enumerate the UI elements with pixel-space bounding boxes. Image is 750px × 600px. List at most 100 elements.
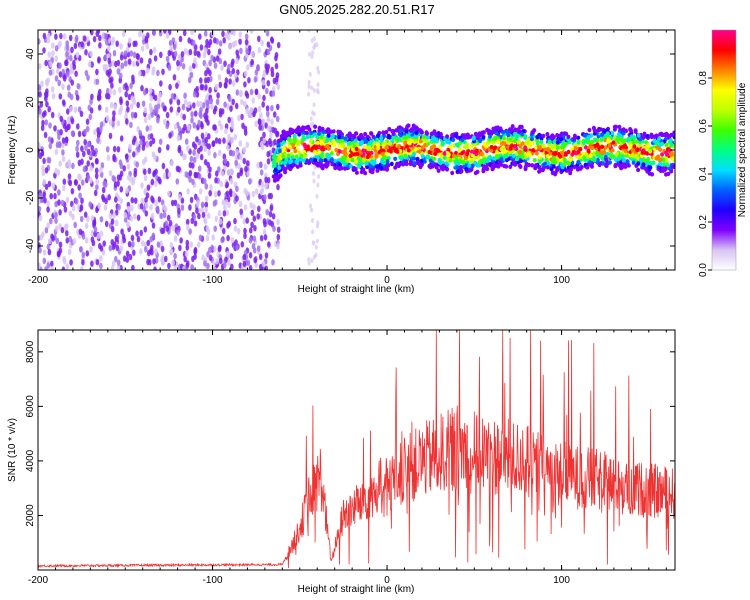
spectrogram-noise-mark xyxy=(149,48,153,56)
spectrogram-noise-mark xyxy=(68,235,72,243)
spectrogram-noise-mark xyxy=(231,150,236,157)
spectrogram-noise-mark xyxy=(145,125,150,132)
spectrogram-signal-mark xyxy=(420,154,425,159)
spectrogram-noise-mark xyxy=(144,246,148,253)
spectrogram-signal-mark xyxy=(477,133,482,138)
spectrogram-noise-mark xyxy=(129,215,133,222)
spectrogram-noise-mark xyxy=(111,260,116,267)
spectrogram-xlabel: Height of straight line (km) xyxy=(298,284,415,295)
spectrogram-noise-mark xyxy=(44,227,49,234)
spectrogram-noise-mark xyxy=(140,45,145,52)
spectrogram-signal-mark xyxy=(501,135,506,141)
spectrogram-noise-mark xyxy=(141,33,146,40)
spectrogram-noise-mark xyxy=(159,51,163,58)
spectrogram-noise-mark xyxy=(221,199,226,206)
spectrogram-noise-mark xyxy=(85,118,90,125)
spectrogram-noise-mark xyxy=(225,209,229,217)
spectrogram-signal-mark xyxy=(613,124,618,129)
spectrogram-noise-mark xyxy=(65,263,70,270)
spectrogram-noise-mark xyxy=(265,30,270,37)
spectrogram-signal-mark xyxy=(312,132,317,137)
spectrogram-signal-mark xyxy=(277,165,282,171)
spectrogram-noise-mark xyxy=(127,37,132,44)
spectrogram-noise-mark xyxy=(67,162,72,169)
spectrogram-noise-mark xyxy=(213,152,217,159)
spectrogram-noise-mark xyxy=(235,185,239,192)
spectrogram-noise-mark xyxy=(198,188,203,195)
spectrogram-noise-mark xyxy=(79,215,84,223)
spectrogram-noise-mark xyxy=(237,114,241,122)
spectrogram-noise-mark xyxy=(88,201,92,208)
spectrogram-signal-mark xyxy=(287,137,292,142)
spectrogram-noise-mark xyxy=(151,137,156,144)
spectrogram-signal-mark xyxy=(501,130,506,135)
spectrogram-signal-mark xyxy=(650,172,655,177)
spectrogram-signal-mark xyxy=(290,155,295,160)
spectrogram-noise-mark xyxy=(213,225,217,232)
spectrogram-noise-mark xyxy=(80,41,84,48)
spectrogram-noise-mark xyxy=(177,106,181,113)
spectrogram-signal-mark xyxy=(545,165,550,170)
spectrogram-noise-mark xyxy=(156,69,160,77)
spectrogram-noise-mark xyxy=(42,32,47,40)
spectrogram-signal-mark xyxy=(629,128,633,133)
spectrogram-signal-mark xyxy=(481,164,486,169)
spectrogram-noise-mark xyxy=(89,107,94,114)
spectrogram-noise-mark xyxy=(69,105,73,113)
spectrogram-noise-mark xyxy=(274,62,279,70)
spectrogram-noise-mark xyxy=(112,110,116,117)
spectrogram-signal-mark xyxy=(426,154,430,159)
spectrogram-signal-mark xyxy=(393,156,398,161)
spectrogram-signal-mark xyxy=(467,168,472,173)
spectrogram-noise-mark xyxy=(239,208,243,215)
spectrogram-noise-mark xyxy=(307,79,311,85)
spectrogram-noise-mark xyxy=(239,89,243,97)
spectrogram-noise-mark xyxy=(193,49,198,56)
spectrogram-noise-mark xyxy=(98,42,102,49)
spectrogram-noise-mark xyxy=(273,138,277,146)
spectrogram-noise-mark xyxy=(266,41,271,48)
spectrogram-noise-mark xyxy=(203,216,207,224)
spectrogram-signal-mark xyxy=(432,129,437,134)
spectrogram-noise-mark xyxy=(208,166,212,173)
spectrogram-noise-mark xyxy=(312,102,316,108)
spectrogram-signal-mark xyxy=(494,130,499,136)
spectrogram-signal-mark xyxy=(563,141,568,147)
spectrogram-noise-mark xyxy=(152,46,157,54)
spectrogram-signal-mark xyxy=(518,150,523,155)
spectrogram-noise-mark xyxy=(244,33,249,40)
spectrogram-noise-mark xyxy=(239,153,243,161)
spectrogram-signal-mark xyxy=(638,137,643,142)
spectrogram-noise-mark xyxy=(165,55,170,63)
spectrogram-noise-mark xyxy=(149,106,153,113)
spectrogram-signal-mark xyxy=(563,152,568,157)
spectrogram-noise-mark xyxy=(227,259,231,266)
spectrogram-noise-mark xyxy=(188,228,192,235)
spectrogram-noise-mark xyxy=(222,210,227,217)
spectrogram-noise-mark xyxy=(204,183,209,190)
spectrogram-signal-mark xyxy=(313,124,318,129)
spectrogram-signal-mark xyxy=(535,134,540,140)
spectrogram-signal-mark xyxy=(369,168,374,173)
spectrogram-noise-mark xyxy=(38,108,42,115)
spectrogram-noise-mark xyxy=(217,245,222,253)
spectrogram-signal-mark xyxy=(517,139,522,145)
spectrogram-signal-mark xyxy=(317,145,322,150)
spectrogram-noise-mark xyxy=(171,259,175,267)
spectrogram-noise-mark xyxy=(118,159,123,166)
spectrogram-noise-mark xyxy=(161,162,166,170)
chart-title: GN05.2025.282.20.51.R17 xyxy=(279,2,434,17)
spectrogram-noise-mark xyxy=(85,250,90,257)
spectrogram-noise-mark xyxy=(245,48,249,55)
spectrogram-noise-mark xyxy=(48,69,53,76)
spectrogram-noise-mark xyxy=(73,179,78,186)
spectrogram-signal-mark xyxy=(353,138,358,143)
spectrogram-noise-mark xyxy=(184,250,189,258)
spectrogram-signal-mark xyxy=(326,133,331,138)
spectrogram-signal-mark xyxy=(520,141,525,146)
spectrogram-noise-mark xyxy=(131,74,135,81)
spectrogram-noise-mark xyxy=(268,211,273,218)
spectrogram-noise-mark xyxy=(169,248,174,255)
spectrogram-noise-mark xyxy=(153,266,157,270)
spectrogram-noise-mark xyxy=(234,159,238,166)
